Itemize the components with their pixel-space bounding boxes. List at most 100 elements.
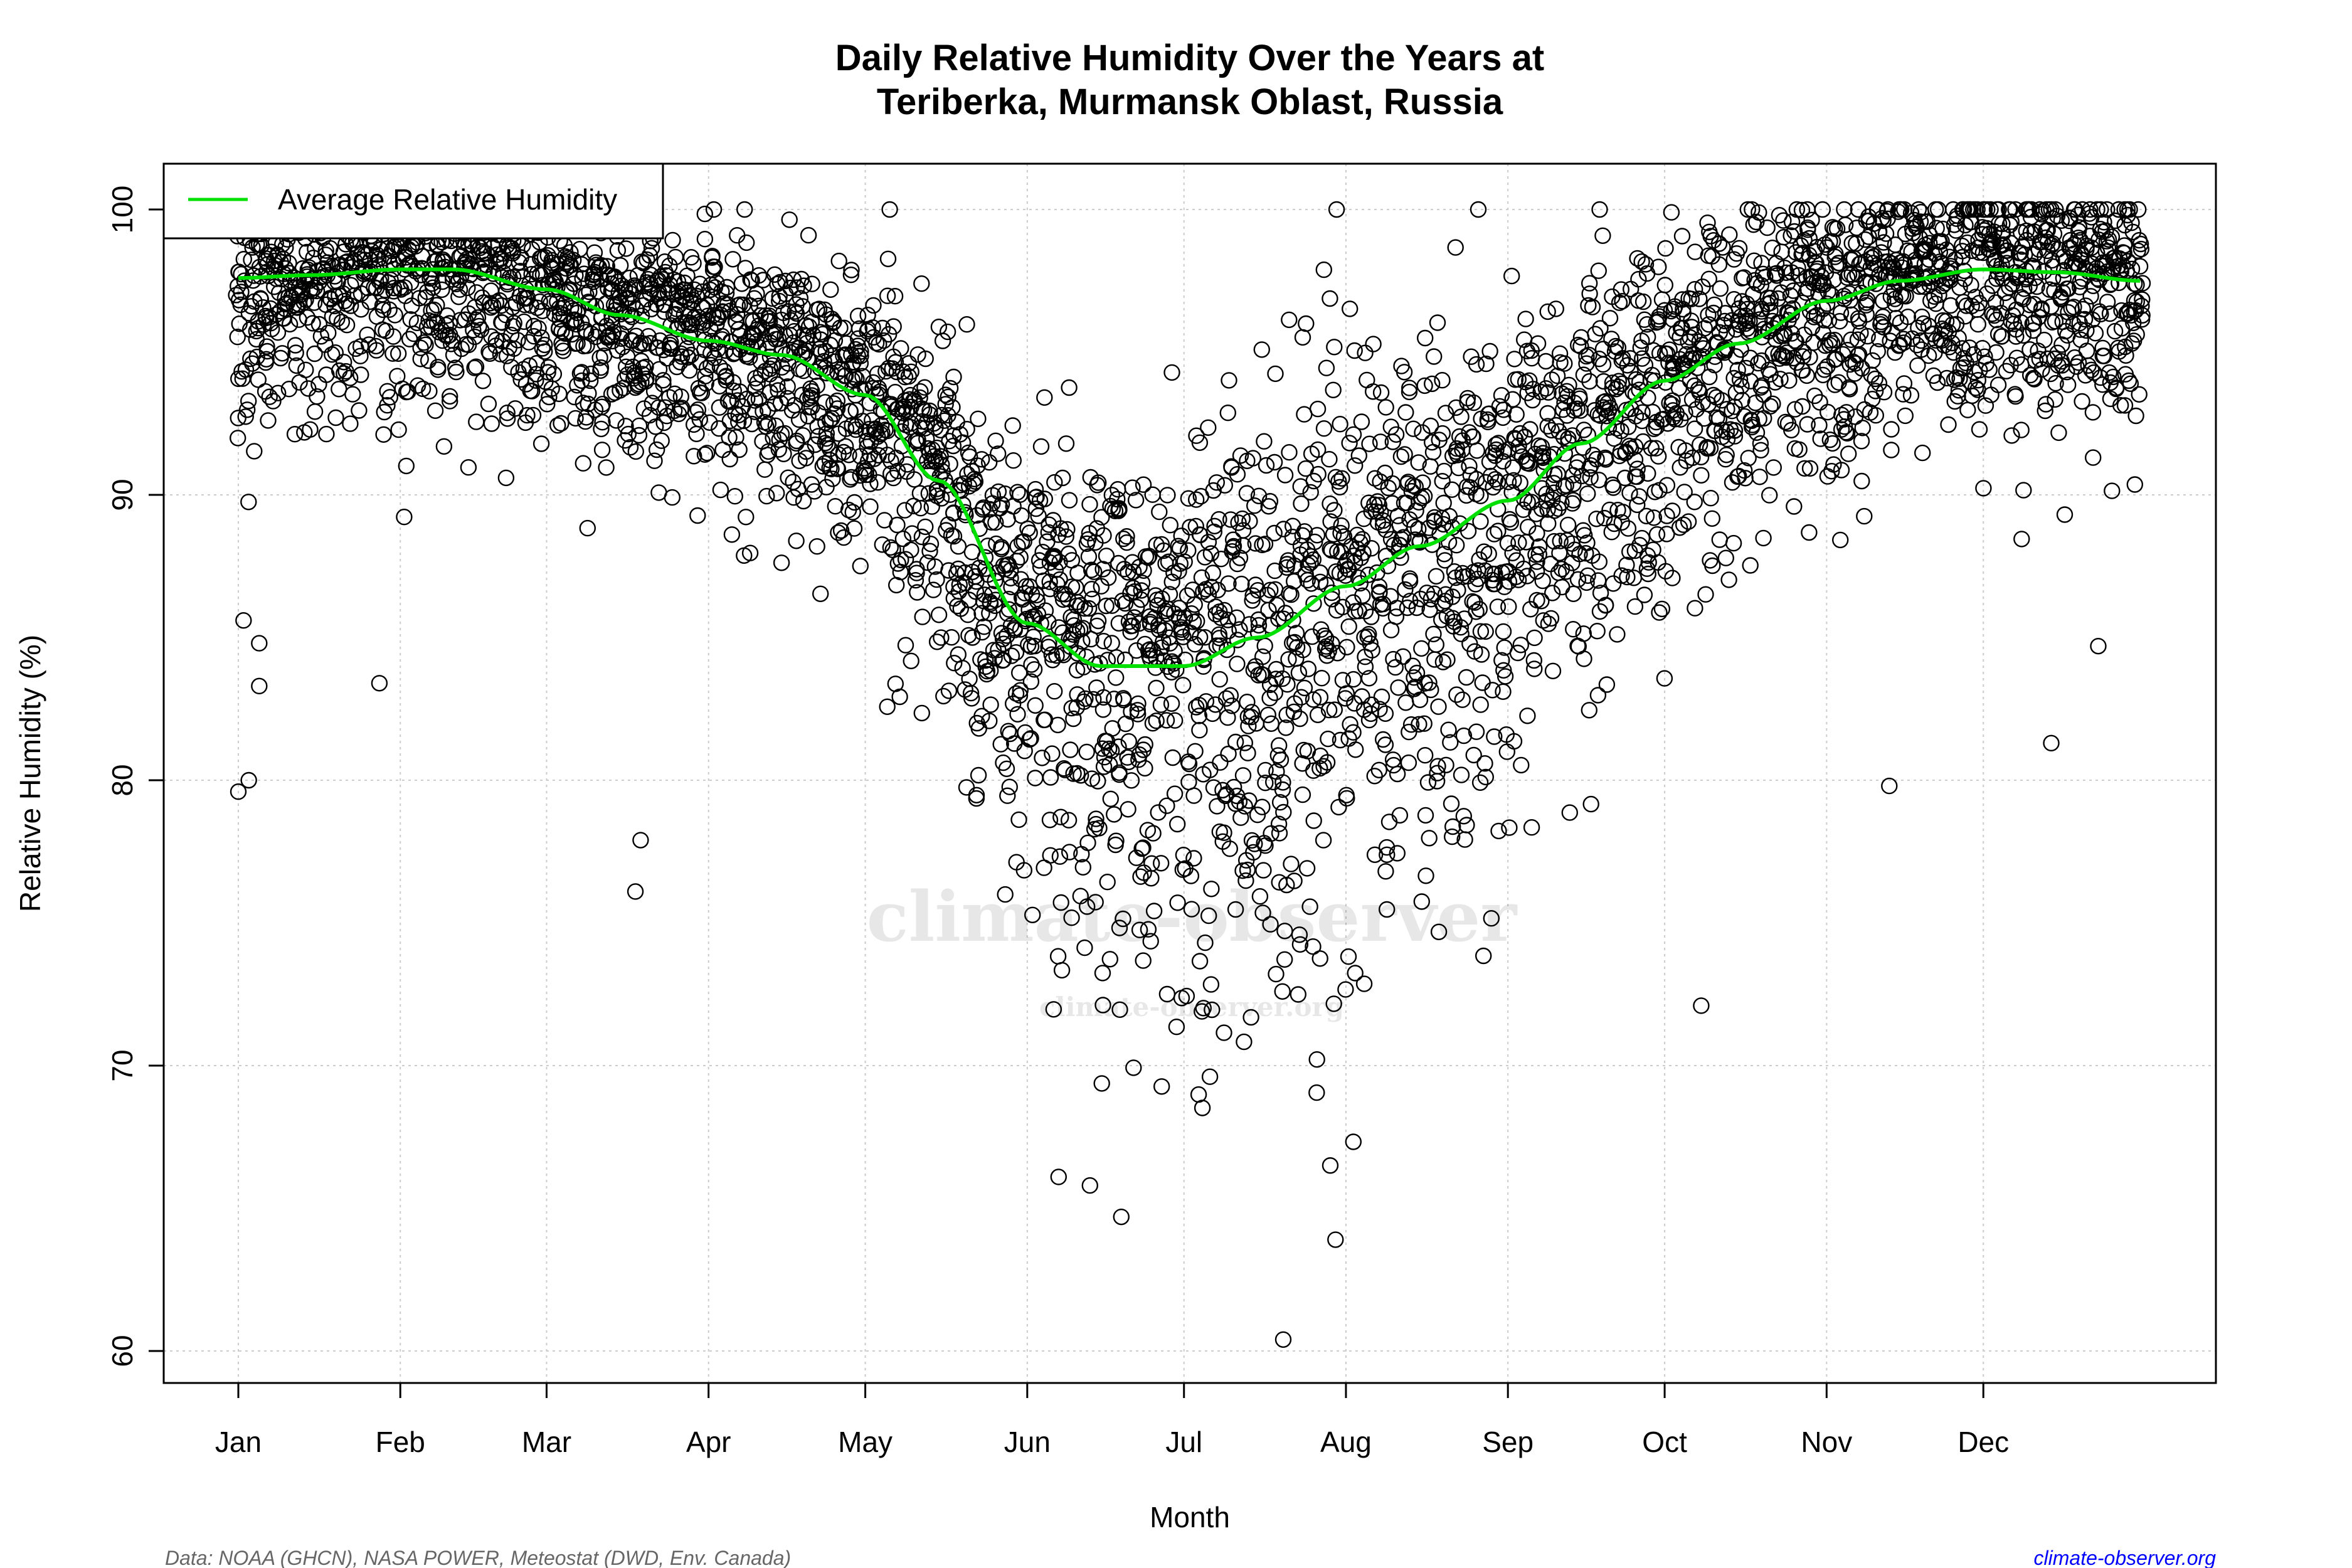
data-point bbox=[1486, 526, 1503, 543]
data-point bbox=[647, 418, 664, 435]
data-point bbox=[1106, 691, 1123, 707]
data-point bbox=[1322, 495, 1338, 512]
data-point bbox=[723, 526, 741, 543]
data-point bbox=[2024, 315, 2041, 332]
data-point bbox=[1517, 310, 1534, 327]
data-point bbox=[1337, 981, 1354, 998]
data-point bbox=[2037, 402, 2053, 420]
data-point bbox=[1236, 798, 1254, 815]
data-point bbox=[960, 627, 977, 644]
data-point bbox=[1424, 443, 1442, 461]
data-point bbox=[1214, 781, 1231, 799]
data-point bbox=[1338, 790, 1355, 807]
data-point bbox=[1027, 480, 1044, 498]
data-point bbox=[1416, 329, 1434, 347]
data-point bbox=[840, 501, 857, 519]
data-point bbox=[1332, 731, 1349, 749]
data-point bbox=[1530, 546, 1548, 563]
data-point bbox=[1528, 525, 1545, 542]
data-point bbox=[1056, 761, 1074, 778]
data-point bbox=[1663, 302, 1680, 320]
legend-label: Average Relative Humidity bbox=[278, 183, 617, 216]
data-point bbox=[1975, 480, 1992, 497]
data-point bbox=[1377, 399, 1394, 416]
data-point bbox=[1755, 386, 1772, 403]
data-point bbox=[1495, 662, 1512, 679]
data-point bbox=[1461, 457, 1478, 475]
data-point bbox=[1379, 846, 1396, 864]
data-point bbox=[577, 413, 594, 430]
data-point bbox=[1455, 727, 1473, 744]
data-point bbox=[1637, 256, 1655, 273]
data-point bbox=[299, 243, 315, 261]
data-point bbox=[553, 415, 569, 432]
data-point bbox=[1180, 773, 1197, 791]
data-point bbox=[1542, 610, 1560, 627]
data-point bbox=[1093, 1075, 1110, 1092]
data-point bbox=[1606, 343, 1624, 360]
data-point bbox=[1254, 798, 1271, 815]
data-point bbox=[1950, 329, 1967, 346]
data-point bbox=[978, 665, 995, 683]
data-point bbox=[1480, 545, 1497, 563]
data-point bbox=[1720, 571, 1737, 588]
data-point bbox=[532, 435, 550, 452]
data-point bbox=[1412, 590, 1429, 608]
data-point bbox=[785, 489, 802, 506]
data-point bbox=[1453, 408, 1470, 425]
data-point bbox=[1052, 520, 1069, 537]
data-point bbox=[1397, 404, 1414, 421]
data-point bbox=[1581, 275, 1598, 292]
data-point bbox=[1692, 448, 1710, 465]
data-point bbox=[958, 316, 975, 333]
data-point bbox=[390, 421, 407, 438]
data-point bbox=[1483, 909, 1500, 927]
data-point bbox=[1105, 806, 1123, 823]
data-point bbox=[1601, 310, 1619, 327]
data-point bbox=[733, 275, 751, 292]
data-point bbox=[1042, 847, 1059, 864]
data-point bbox=[1484, 682, 1501, 699]
data-point bbox=[1160, 553, 1177, 570]
data-point bbox=[1413, 893, 1431, 910]
data-point bbox=[1021, 524, 1038, 541]
data-point bbox=[485, 297, 502, 314]
data-point bbox=[1969, 315, 1987, 333]
data-point bbox=[1693, 467, 1710, 484]
data-point bbox=[1448, 537, 1465, 554]
data-point bbox=[668, 358, 686, 376]
data-point bbox=[1108, 649, 1125, 666]
data-point bbox=[968, 787, 985, 804]
data-point bbox=[2131, 231, 2148, 249]
y-tick-label: 70 bbox=[106, 1049, 139, 1081]
data-point bbox=[1629, 496, 1646, 514]
data-point bbox=[1781, 372, 1798, 389]
data-point bbox=[230, 410, 246, 426]
data-point bbox=[1589, 687, 1607, 704]
data-point bbox=[1801, 460, 1819, 477]
data-point bbox=[1050, 619, 1067, 636]
data-point bbox=[1394, 648, 1412, 665]
data-point bbox=[1173, 527, 1190, 544]
data-point bbox=[1074, 859, 1092, 876]
data-point bbox=[1322, 513, 1339, 530]
data-point bbox=[1510, 571, 1527, 588]
data-point bbox=[1819, 468, 1836, 485]
data-point bbox=[1486, 447, 1504, 464]
data-point bbox=[736, 547, 753, 564]
data-point bbox=[1194, 1099, 1211, 1116]
data-point bbox=[2103, 228, 2121, 245]
data-point bbox=[1308, 1051, 1325, 1068]
data-point bbox=[1609, 626, 1626, 643]
data-point bbox=[480, 395, 497, 413]
site-link[interactable]: climate-observer.org bbox=[2034, 1547, 2217, 1568]
data-point bbox=[1465, 394, 1483, 411]
data-point bbox=[1374, 731, 1392, 748]
data-point bbox=[822, 281, 839, 298]
data-point bbox=[1335, 528, 1353, 545]
data-point bbox=[1658, 526, 1675, 543]
data-point bbox=[1083, 561, 1100, 578]
data-point bbox=[466, 359, 483, 376]
data-point bbox=[1421, 830, 1438, 847]
